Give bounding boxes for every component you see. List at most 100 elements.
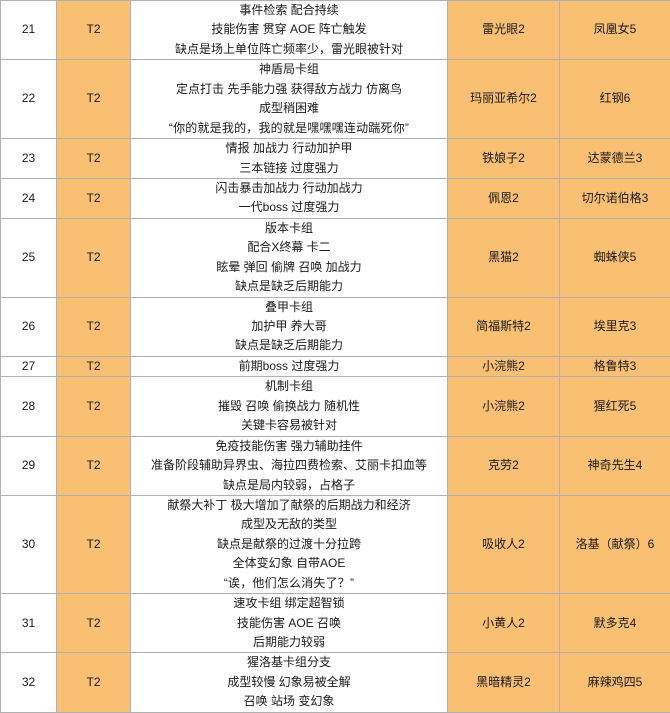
rank-cell: 21 [1, 1, 57, 60]
description-cell: 机制卡组摧毁 召唤 偷换战力 随机性关键卡容易被针对 [131, 377, 448, 436]
rank-cell: 27 [1, 356, 57, 376]
description-line: 前期boss 过度强力 [131, 357, 447, 376]
description-line: 成型稍困难 [131, 99, 447, 118]
description-line: 加护甲 养大哥 [131, 317, 447, 336]
card-cell-primary: 黑猫2 [448, 218, 560, 297]
description-line: 缺点是场上单位阵亡频率少，雷光眼被针对 [131, 40, 447, 59]
card-cell-primary: 简福斯特2 [448, 297, 560, 356]
card-cell-secondary: 达蒙德兰3 [560, 139, 670, 179]
description-line: 叠甲卡组 [131, 298, 447, 317]
description-cell: 版本卡组配合X终幕 卡二眩晕 弹回 偷牌 召唤 加战力缺点是缺乏后期能力 [131, 218, 448, 297]
description-cell: 事件检索 配合持续技能伤害 贯穿 AOE 阵亡触发缺点是场上单位阵亡频率少，雷光… [131, 1, 448, 60]
description-line: 全体变幻象 自带AOE [131, 554, 447, 573]
tier-cell: T2 [57, 594, 131, 653]
description-line: 缺点是缺乏后期能力 [131, 277, 447, 296]
tier-cell: T2 [57, 356, 131, 376]
card-cell-secondary: 麻辣鸡四5 [560, 653, 670, 712]
description-line: 缺点是缺乏后期能力 [131, 336, 447, 355]
card-cell-primary: 克劳2 [448, 436, 560, 495]
card-cell-primary: 玛丽亚希尔2 [448, 60, 560, 139]
description-cell: 免疫技能伤害 强力辅助挂件准备阶段辅助异界虫、海拉四费检索、艾丽卡扣血等缺点是局… [131, 436, 448, 495]
description-cell: 情报 加战力 行动加护甲三本链接 过度强力 [131, 139, 448, 179]
card-cell-secondary: 默多克4 [560, 594, 670, 653]
description-line: 技能伤害 AOE 召唤 [131, 614, 447, 633]
tier-cell: T2 [57, 297, 131, 356]
description-line: 定点打击 先手能力强 获得敌方战力 仿离鸟 [131, 80, 447, 99]
description-line: 后期能力较弱 [131, 633, 447, 652]
description-line: 缺点是献祭的过渡十分拉跨 [131, 535, 447, 554]
tier-cell: T2 [57, 495, 131, 593]
rank-cell: 22 [1, 60, 57, 139]
rank-cell: 29 [1, 436, 57, 495]
rank-cell: 32 [1, 653, 57, 712]
card-cell-primary: 佩恩2 [448, 178, 560, 218]
description-line: 献祭大补丁 极大增加了献祭的后期战力和经济 [131, 496, 447, 515]
tier-cell: T2 [57, 60, 131, 139]
description-cell: 献祭大补丁 极大增加了献祭的后期战力和经济成型及无敌的类型缺点是献祭的过渡十分拉… [131, 495, 448, 593]
card-cell-secondary: 猩红死5 [560, 377, 670, 436]
description-line: 技能伤害 贯穿 AOE 阵亡触发 [131, 20, 447, 39]
description-line: “诶，他们怎么消失了？” [131, 574, 447, 593]
description-line: 关键卡容易被针对 [131, 416, 447, 435]
rank-cell: 30 [1, 495, 57, 593]
card-cell-primary: 小黄人2 [448, 594, 560, 653]
rank-cell: 26 [1, 297, 57, 356]
card-cell-primary: 铁娘子2 [448, 139, 560, 179]
description-line: 眩晕 弹回 偷牌 召唤 加战力 [131, 258, 447, 277]
description-line: 配合X终幕 卡二 [131, 238, 447, 257]
card-cell-primary: 小浣熊2 [448, 377, 560, 436]
description-cell: 猩洛基卡组分支成型较慢 幻象易被全解召唤 站场 变幻象 [131, 653, 448, 712]
tier-cell: T2 [57, 178, 131, 218]
description-line: 三本链接 过度强力 [131, 159, 447, 178]
rank-cell: 28 [1, 377, 57, 436]
tier-cell: T2 [57, 139, 131, 179]
card-cell-primary: 雷光眼2 [448, 1, 560, 60]
card-cell-primary: 吸收人2 [448, 495, 560, 593]
tier-cell: T2 [57, 1, 131, 60]
description-line: 闪击暴击加战力 行动加战力 [131, 179, 447, 198]
tier-cell: T2 [57, 436, 131, 495]
description-line: 免疫技能伤害 强力辅助挂件 [131, 437, 447, 456]
tier-cell: T2 [57, 377, 131, 436]
description-line: 缺点是局内较弱，占格子 [131, 476, 447, 495]
card-cell-primary: 黑暗精灵2 [448, 653, 560, 712]
rank-cell: 23 [1, 139, 57, 179]
description-line: 机制卡组 [131, 377, 447, 396]
tier-cell: T2 [57, 653, 131, 712]
card-cell-secondary: 埃里克3 [560, 297, 670, 356]
tier-cell: T2 [57, 218, 131, 297]
card-cell-secondary: 红钢6 [560, 60, 670, 139]
description-line: 版本卡组 [131, 219, 447, 238]
card-cell-secondary: 格鲁特3 [560, 356, 670, 376]
description-line: 神盾局卡组 [131, 60, 447, 79]
description-line: 成型及无敌的类型 [131, 515, 447, 534]
card-cell-primary: 小浣熊2 [448, 356, 560, 376]
card-cell-secondary: 神奇先生4 [560, 436, 670, 495]
description-cell: 速攻卡组 绑定超智锁技能伤害 AOE 召唤后期能力较弱 [131, 594, 448, 653]
description-line: 猩洛基卡组分支 [131, 653, 447, 672]
description-line: 准备阶段辅助异界虫、海拉四费检索、艾丽卡扣血等 [131, 456, 447, 475]
description-cell: 前期boss 过度强力 [131, 356, 448, 376]
card-cell-secondary: 凤凰女5 [560, 1, 670, 60]
description-line: 一代boss 过度强力 [131, 198, 447, 217]
card-cell-secondary: 洛基（献祭）6 [560, 495, 670, 593]
description-line: 事件检索 配合持续 [131, 1, 447, 20]
description-cell: 神盾局卡组定点打击 先手能力强 获得敌方战力 仿离鸟成型稍困难“你的就是我的，我… [131, 60, 448, 139]
description-line: 摧毁 召唤 偷换战力 随机性 [131, 397, 447, 416]
description-line: 成型较慢 幻象易被全解 [131, 673, 447, 692]
description-cell: 叠甲卡组加护甲 养大哥缺点是缺乏后期能力 [131, 297, 448, 356]
description-line: “你的就是我的，我的就是嘿嘿嘿连动踹死你” [131, 119, 447, 138]
card-cell-secondary: 蜘蛛侠5 [560, 218, 670, 297]
